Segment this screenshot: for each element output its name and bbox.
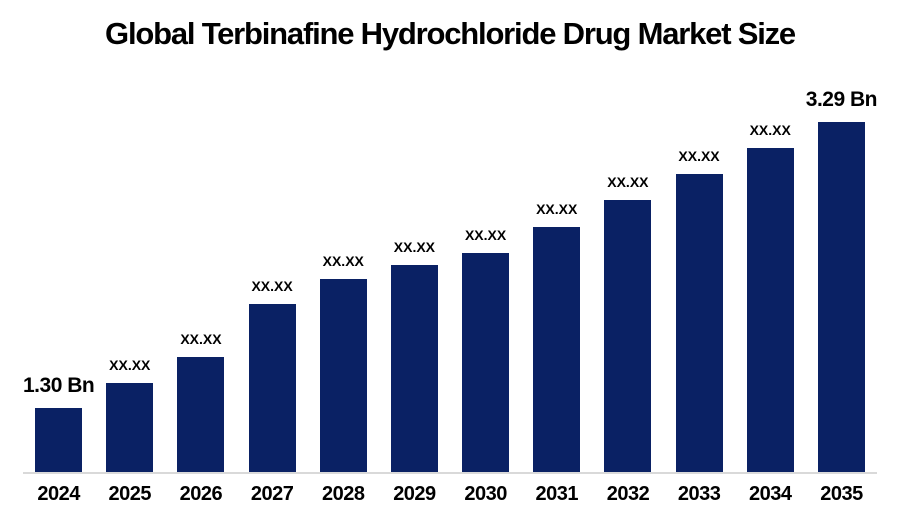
bar-2028	[319, 279, 367, 472]
bar-2035	[817, 122, 865, 472]
bar-group: 1.30 Bn XX.XX XX.XX XX.XX XX.XX XX.XX XX.XX XX.…	[23, 0, 877, 472]
x-tick-2034: 2034	[749, 483, 792, 505]
bar-value-label-2029: XX.XX	[393, 239, 436, 255]
bar-value-label-2028: XX.XX	[322, 253, 364, 269]
bar-column-2027: XX.XX	[237, 279, 308, 472]
bar-2027	[248, 304, 296, 472]
x-tick-2030: 2030	[464, 483, 507, 505]
x-axis-line	[23, 472, 877, 474]
bar-value-label-2035: 3.29 Bn	[805, 88, 878, 111]
bar-value-label-2034: XX.XX	[749, 122, 791, 138]
bar-column-2029: XX.XX	[379, 240, 450, 472]
bar-value-label-2031: XX.XX	[536, 201, 578, 217]
bar-2031	[533, 227, 581, 472]
bar-value-label-2025: XX.XX	[109, 357, 151, 373]
bar-column-2035: 3.29 Bn	[806, 89, 877, 472]
bar-2034	[746, 148, 794, 472]
year-axis: 2024 2025 2026 2027 2028 2029 2030 2031 2032 2033…	[23, 484, 877, 504]
bar-column-2033: XX.XX	[663, 149, 734, 472]
bar-2026	[177, 357, 225, 472]
bar-column-2028: XX.XX	[308, 254, 379, 472]
x-tick-2024: 2024	[37, 483, 80, 505]
bar-value-label-2033: XX.XX	[678, 148, 720, 164]
plot-area: 1.30 Bn XX.XX XX.XX XX.XX XX.XX XX.XX XX.XX XX.…	[23, 0, 877, 525]
bar-column-2025: XX.XX	[94, 358, 165, 472]
bar-column-2026: XX.XX	[165, 332, 236, 472]
bar-value-label-2027: XX.XX	[251, 278, 293, 294]
x-tick-2032: 2032	[606, 483, 650, 505]
x-tick-2027: 2027	[250, 483, 294, 505]
bar-2025	[106, 383, 154, 472]
bar-value-label-2030: XX.XX	[464, 227, 507, 243]
bar-2030	[462, 253, 510, 472]
x-tick-2026: 2026	[179, 483, 223, 505]
bar-column-2031: XX.XX	[521, 202, 592, 472]
bar-2033	[675, 174, 723, 472]
x-tick-2029: 2029	[393, 483, 436, 505]
bar-column-2032: XX.XX	[592, 175, 663, 472]
bar-value-label-2024: 1.30 Bn	[23, 374, 95, 397]
bar-column-2024: 1.30 Bn	[23, 374, 95, 472]
bar-2024	[35, 408, 83, 472]
x-tick-2031: 2031	[535, 483, 579, 505]
x-tick-2025: 2025	[108, 483, 152, 505]
bar-2029	[390, 265, 438, 472]
x-tick-2028: 2028	[322, 483, 365, 505]
bar-2032	[604, 200, 652, 472]
x-tick-2035: 2035	[820, 483, 863, 505]
chart-title: Global Terbinafine Hydrochloride Drug Ma…	[105, 16, 796, 51]
bar-column-2034: XX.XX	[735, 123, 806, 472]
bar-value-label-2026: XX.XX	[180, 331, 222, 347]
bar-value-label-2032: XX.XX	[607, 174, 649, 190]
x-tick-2033: 2033	[677, 483, 721, 505]
bar-column-2030: XX.XX	[450, 228, 521, 472]
